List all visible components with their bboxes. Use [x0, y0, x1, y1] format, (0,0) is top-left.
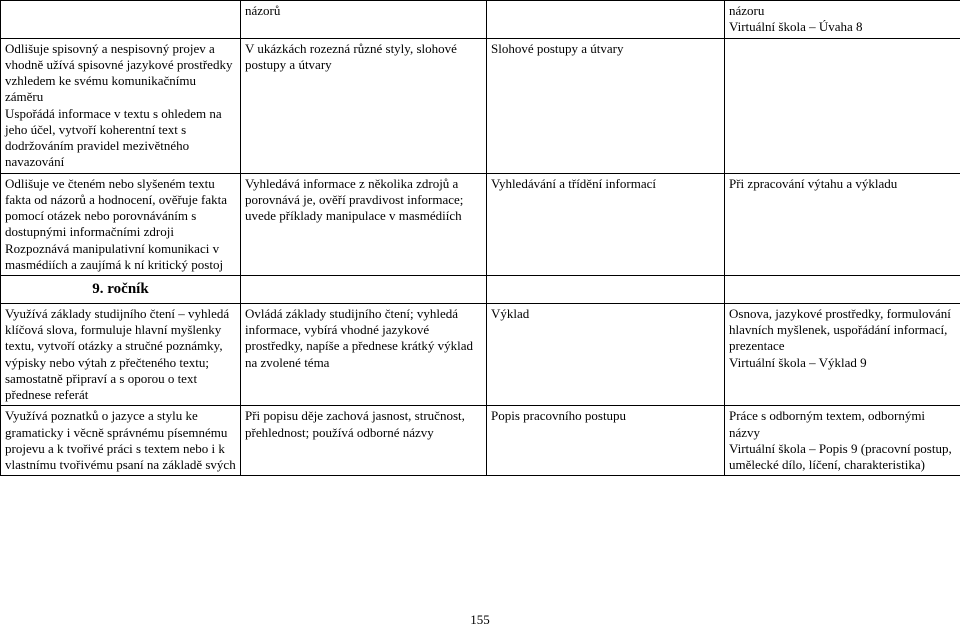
cell-outcome: Odlišuje ve čteném nebo slyšeném textu f…	[1, 173, 241, 276]
grade-heading: 9. ročník	[5, 278, 236, 301]
table-row: Odlišuje ve čteném nebo slyšeném textu f…	[1, 173, 960, 276]
grade-heading-row: 9. ročník	[1, 276, 960, 304]
table-row: Využívá poznatků o jazyce a stylu ke gra…	[1, 406, 960, 476]
cell-note	[725, 38, 960, 173]
page-number: 155	[0, 612, 960, 628]
cell-topic: Popis pracovního postupu	[487, 406, 725, 476]
cell-activity: V ukázkách rozezná různé styly, slohové …	[241, 38, 487, 173]
grade-heading-cell: 9. ročník	[1, 276, 241, 304]
page-container: názorů názoruVirtuální škola – Úvaha 8 O…	[0, 0, 960, 632]
cell-outcome: Využívá základy studijního čtení – vyhle…	[1, 303, 241, 406]
cell-note: Osnova, jazykové prostředky, formulování…	[725, 303, 960, 406]
cell-topic: Slohové postupy a útvary	[487, 38, 725, 173]
cell-outcome	[1, 1, 241, 39]
cell-outcome: Odlišuje spisovný a nespisovný projev a …	[1, 38, 241, 173]
cell-activity: Ovládá základy studijního čtení; vyhledá…	[241, 303, 487, 406]
cell-empty	[487, 276, 725, 304]
curriculum-table: názorů názoruVirtuální škola – Úvaha 8 O…	[0, 0, 960, 476]
cell-note: Při zpracování výtahu a výkladu	[725, 173, 960, 276]
cell-outcome: Využívá poznatků o jazyce a stylu ke gra…	[1, 406, 241, 476]
cell-activity: Vyhledává informace z několika zdrojů a …	[241, 173, 487, 276]
table-row: Odlišuje spisovný a nespisovný projev a …	[1, 38, 960, 173]
cell-topic: Výklad	[487, 303, 725, 406]
cell-empty	[725, 276, 960, 304]
table-row: názorů názoruVirtuální škola – Úvaha 8	[1, 1, 960, 39]
cell-activity: Při popisu děje zachová jasnost, stručno…	[241, 406, 487, 476]
cell-topic: Vyhledávání a třídění informací	[487, 173, 725, 276]
cell-note: názoruVirtuální škola – Úvaha 8	[725, 1, 960, 39]
cell-empty	[241, 276, 487, 304]
cell-topic	[487, 1, 725, 39]
cell-note: Práce s odborným textem, odbornými názvy…	[725, 406, 960, 476]
cell-activity: názorů	[241, 1, 487, 39]
table-row: Využívá základy studijního čtení – vyhle…	[1, 303, 960, 406]
